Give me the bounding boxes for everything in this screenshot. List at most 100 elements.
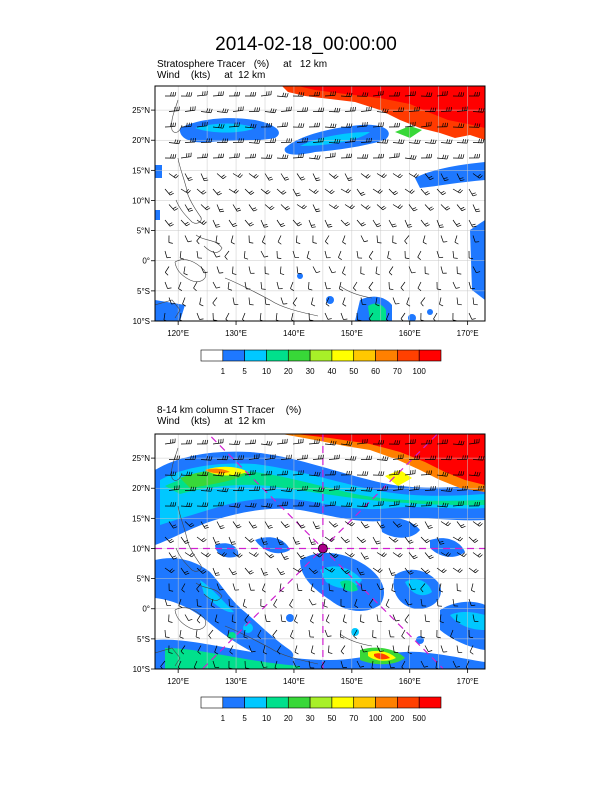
wind-barb [436,502,449,508]
wind-barb [212,660,220,669]
lat-tick-label: 0° [142,257,150,266]
wind-barb [244,439,256,445]
wind-barb [196,312,204,320]
wind-barb [328,266,337,274]
wind-barb [260,470,273,476]
wind-barb [280,521,290,528]
wind-barb [452,598,459,607]
wind-barb [228,91,241,97]
wind-barb [168,521,178,529]
wind-barb [440,521,451,527]
wind-barb [312,137,324,143]
wind-barb [244,281,251,290]
wind-barb [260,122,273,128]
wind-barb [388,281,394,290]
wind-barb [368,281,374,291]
wind-barb [340,536,351,544]
wind-barb [401,660,406,669]
wind-barb [324,152,336,159]
wind-barb [387,250,392,260]
wind-barb [360,645,368,653]
wind-barb [469,645,474,655]
wind-barb [452,123,465,128]
colorbar-label: 70 [349,714,358,723]
wind-barb [180,645,186,655]
wind-barb [420,660,429,668]
wind-barb [324,123,337,129]
wind-barb [264,552,275,559]
wind-barb [340,219,351,227]
wind-barb [424,266,430,275]
wind-barb [248,266,255,274]
wind-barb [227,629,232,639]
wind-barb [232,486,245,492]
colorbar-swatch [418,696,442,709]
wind-barb [401,629,406,639]
wind-barb [199,297,204,307]
wind-barb [340,92,353,98]
wind-barb [388,567,396,576]
colorbar-swatch [266,696,289,709]
wind-barb [308,567,319,574]
wind-barb [214,645,219,655]
wind-barb [472,173,483,179]
wind-barb [404,598,413,606]
wind-barb [296,583,303,591]
wind-barb [356,471,369,476]
wind-barb [324,470,337,476]
colorbar-swatch [287,696,311,709]
wind-barb [360,173,371,179]
lat-tick-label: 15°N [132,166,150,175]
wind-barb [228,153,240,159]
wind-barb [420,153,433,159]
wind-barb [340,645,346,655]
wind-barb [456,173,465,182]
wind-barb [212,471,225,477]
wind-barb [376,552,387,557]
wind-barb [296,521,306,529]
wind-barb [372,500,384,507]
wind-barb [308,471,321,477]
top-panel-title-2: Wind (kts) at 12 km [157,70,266,81]
wind-barb [340,312,348,320]
wind-barb [439,297,444,307]
lat-tick-label: 5°S [137,635,150,644]
wind-barb [200,455,213,461]
wind-barb [372,122,384,128]
wind-barb [388,92,401,97]
wind-barb [392,204,403,209]
wind-barb [184,455,197,460]
wind-barb [264,454,276,460]
wind-barb [456,485,468,491]
wind-barb [352,281,358,291]
wind-barb [452,154,465,159]
wind-barb [344,552,355,558]
wind-barb [372,219,382,228]
wind-barb [292,660,301,668]
wind-barb [232,521,242,529]
bottom-map-panel: 25°N 20°N 15°N 10°N 5°N 0° 5°S 10°S 120°E 130°E 14… [132,433,486,686]
wind-barb [164,122,176,128]
lon-tick-label: 170°E [457,677,479,686]
wind-barb [296,266,302,275]
wind-barb [244,614,250,624]
wind-barb [372,153,385,159]
wind-barb [388,536,399,543]
colorbar-swatch [222,349,245,362]
wind-barb [468,501,481,507]
wind-barb [468,471,481,477]
wind-barb [392,173,403,179]
wind-barb [436,471,449,477]
wind-barb [260,90,272,97]
wind-barb [277,235,282,245]
wind-barb [376,235,382,244]
wind-barb [229,645,234,655]
wind-barb [408,552,418,560]
wind-barb [368,598,374,608]
wind-barb [276,92,289,98]
wind-barb [420,121,432,128]
wind-barb [468,91,481,97]
lon-tick-label: 120°E [167,329,189,338]
wind-barb [436,567,447,574]
